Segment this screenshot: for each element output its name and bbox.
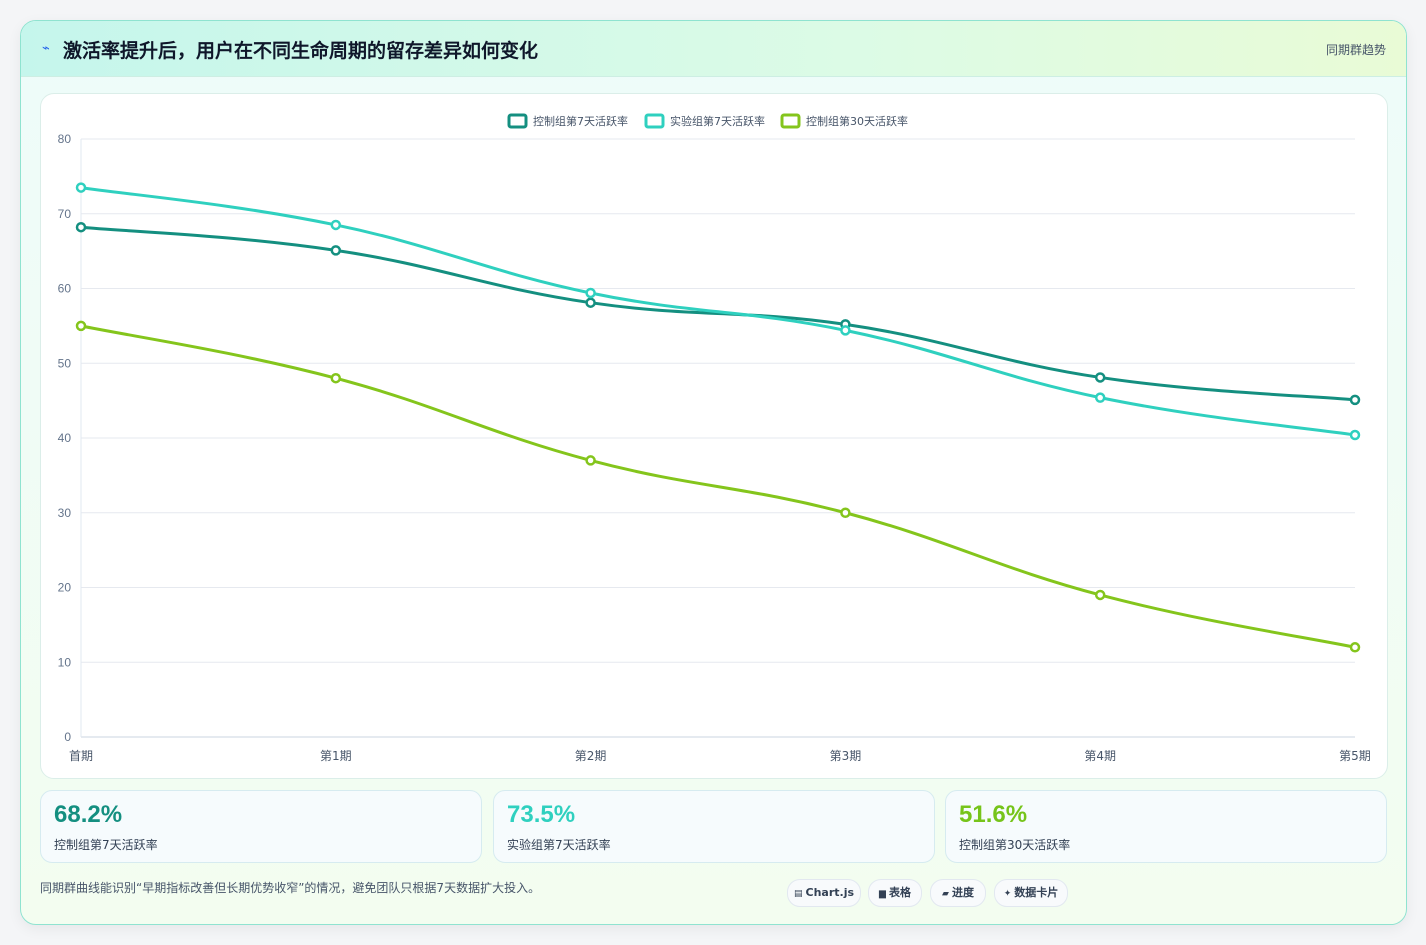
stat-card-control-7d: 68.2% 控制组第7天活跃率 <box>40 790 482 863</box>
series-line-2 <box>79 186 1357 437</box>
data-card-pill[interactable]: ✦ 数据卡片 <box>994 879 1068 907</box>
y-tick-label: 80 <box>58 132 72 146</box>
legend-swatch <box>780 113 801 129</box>
card-header: ⌁ 激活率提升后，用户在不同生命周期的留存差异如何变化 同期群趋势 <box>21 21 1406 77</box>
lightning-icon: ⌁ <box>42 41 50 56</box>
x-tick-label: 第2期 <box>575 749 607 763</box>
data-point <box>585 455 596 466</box>
series-line-1 <box>79 225 1357 402</box>
y-tick-label: 20 <box>58 581 72 595</box>
data-point <box>585 287 596 299</box>
data-point <box>1094 372 1106 383</box>
legend-label: 控制组第30天活跃率 <box>806 114 908 128</box>
sparkle-icon: ✦ <box>1003 889 1012 899</box>
stat-label: 控制组第30天活跃率 <box>959 838 1071 852</box>
x-tick-label: 第1期 <box>320 749 352 763</box>
data-point <box>330 219 342 231</box>
page-title: 激活率提升后，用户在不同生命周期的留存差异如何变化 <box>63 40 539 62</box>
y-tick-label: 60 <box>58 282 72 296</box>
y-tick-label: 70 <box>58 207 72 221</box>
data-point <box>1094 589 1106 601</box>
x-tick-label: 第4期 <box>1084 749 1116 763</box>
x-tick-label: 首期 <box>69 749 93 763</box>
data-point <box>75 221 87 233</box>
pill-label: 进度 <box>951 886 974 899</box>
data-point <box>1349 429 1361 441</box>
stat-value: 73.5% <box>507 801 576 828</box>
y-tick-label: 10 <box>58 655 72 669</box>
pill-label: 表格 <box>888 886 911 899</box>
legend-swatch <box>644 113 665 129</box>
data-point <box>75 320 87 332</box>
stat-label: 控制组第7天活跃率 <box>54 838 158 852</box>
data-point <box>840 325 851 336</box>
line-chart: 0 10 20 30 40 50 60 70 80 首期 第1期 第2期 第3期 第4期 第5期 控制组第7天… <box>58 113 1371 763</box>
stat-card-control-30d: 51.6% 控制组第30天活跃率 <box>945 790 1387 863</box>
y-tick-label: 30 <box>58 506 72 520</box>
chart-icon: ▤ <box>793 889 803 899</box>
data-point <box>840 507 851 518</box>
data-point <box>330 372 342 384</box>
stat-card-experiment-7d: 73.5% 实验组第7天活跃率 <box>493 790 935 863</box>
x-tick-label: 第5期 <box>1339 749 1371 763</box>
header-tag: 同期群趋势 <box>1325 43 1386 57</box>
stat-value: 51.6% <box>959 801 1028 828</box>
progress-pill[interactable]: ▰ 进度 <box>930 879 986 907</box>
data-point <box>330 245 342 256</box>
data-point <box>75 182 87 193</box>
pill-label: 数据卡片 <box>1014 886 1059 899</box>
data-point <box>1094 392 1106 403</box>
data-point <box>585 297 596 308</box>
pill-label: Chart.js <box>805 886 855 899</box>
data-point <box>1349 394 1361 406</box>
y-tick-label: 50 <box>58 356 72 370</box>
chartjs-pill[interactable]: ▤ Chart.js <box>787 879 861 907</box>
stat-value: 68.2% <box>54 801 123 828</box>
legend-label: 控制组第7天活跃率 <box>533 114 628 128</box>
table-pill[interactable]: ▆ 表格 <box>868 879 922 907</box>
dashboard-card: ⌁ 激活率提升后，用户在不同生命周期的留存差异如何变化 同期群趋势 0 10 20 3… <box>20 20 1407 925</box>
data-point <box>1349 642 1361 653</box>
y-tick-label: 0 <box>64 730 71 744</box>
chart-panel: 0 10 20 30 40 50 60 70 80 首期 第1期 第2期 第3期 第4期 第5期 控制组第7天… <box>40 93 1388 779</box>
y-tick-label: 40 <box>58 431 72 445</box>
legend-label: 实验组第7天活跃率 <box>670 114 765 128</box>
x-tick-label: 第3期 <box>830 749 862 763</box>
table-icon: ▆ <box>879 889 886 899</box>
series-line-3 <box>79 324 1357 649</box>
footer-note: 同期群曲线能识别“早期指标改善但长期优势收窄”的情况，避免团队只根据7天数据扩大… <box>40 881 541 895</box>
legend-swatch <box>507 113 528 129</box>
stat-label: 实验组第7天活跃率 <box>507 838 611 852</box>
progress-icon: ▰ <box>942 889 949 899</box>
